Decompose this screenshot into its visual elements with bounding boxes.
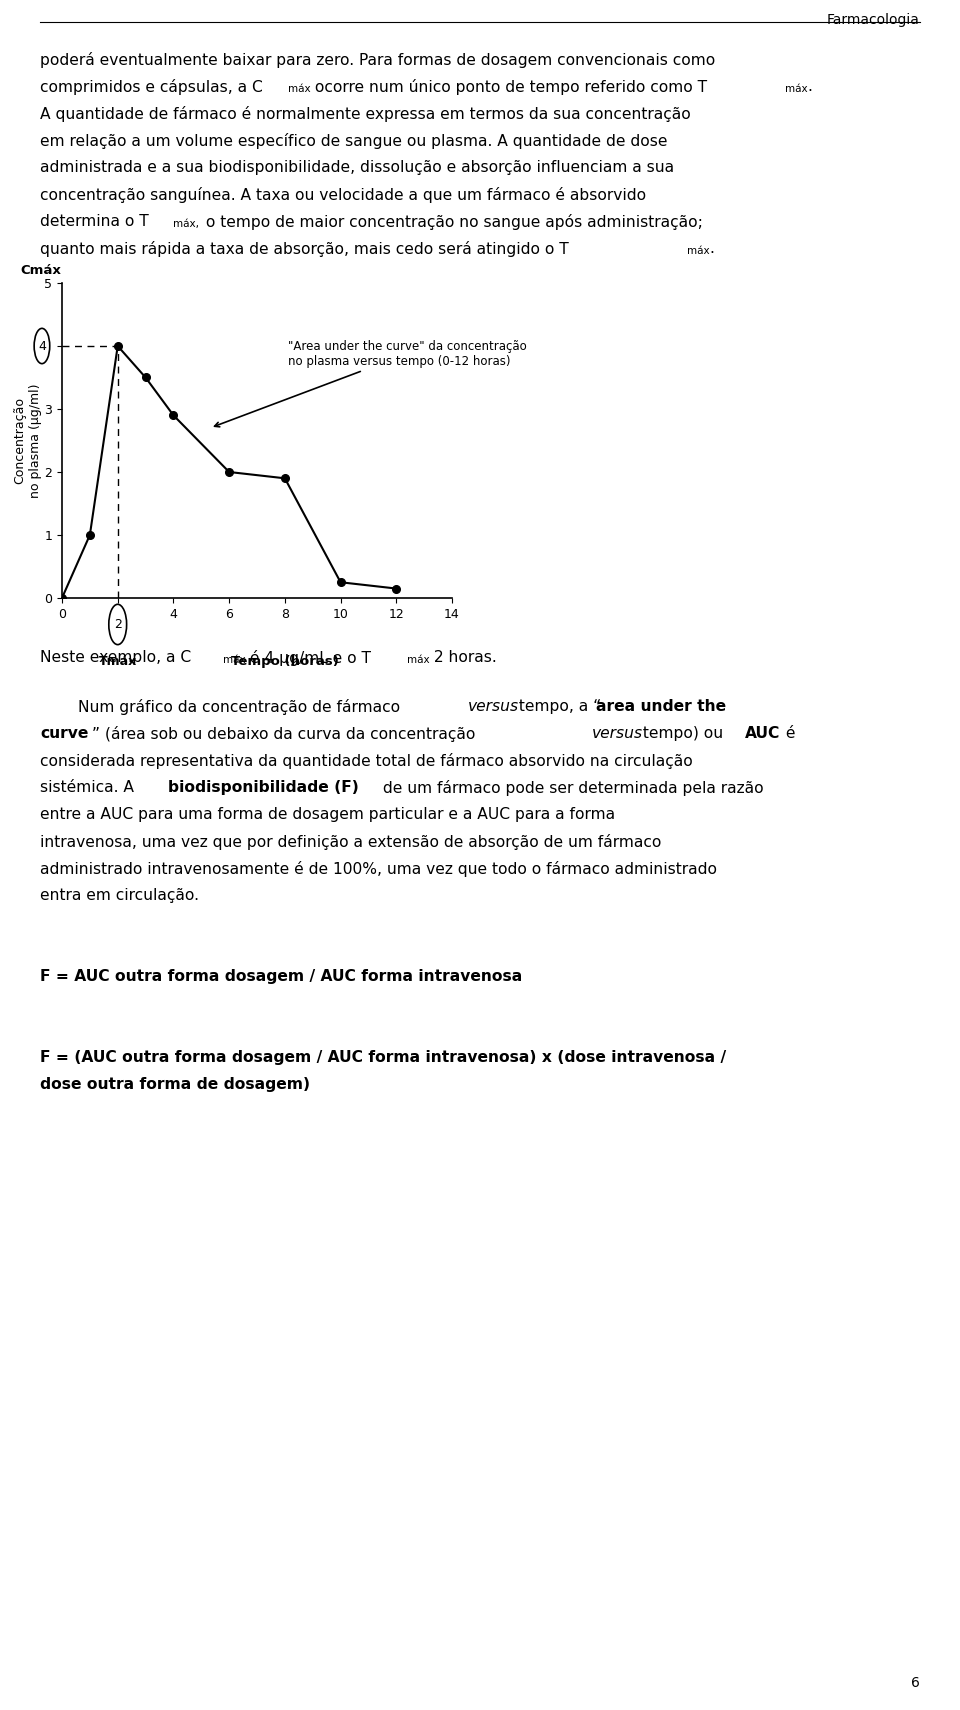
Text: máx: máx [223,655,246,665]
Text: "Area under the curve" da concentração
no plasma versus tempo (0-12 horas): "Area under the curve" da concentração n… [214,340,527,428]
Text: em relação a um volume específico de sangue ou plasma. A quantidade de dose: em relação a um volume específico de san… [40,133,667,149]
Text: F = AUC outra forma dosagem / AUC forma intravenosa: F = AUC outra forma dosagem / AUC forma … [40,970,522,983]
Text: Tempo (horas): Tempo (horas) [231,655,339,667]
Text: ” (área sob ou debaixo da curva da concentração: ” (área sob ou debaixo da curva da conce… [92,727,480,742]
Y-axis label: Concentração
no plasma (μg/ml): Concentração no plasma (μg/ml) [13,383,41,498]
Text: administrada e a sua biodisponibilidade, dissolução e absorção influenciam a sua: administrada e a sua biodisponibilidade,… [40,161,674,174]
Text: area under the: area under the [596,699,726,715]
Text: intravenosa, uma vez que por definição a extensão de absorção de um fármaco: intravenosa, uma vez que por definição a… [40,834,661,850]
Text: de um fármaco pode ser determinada pela razão: de um fármaco pode ser determinada pela … [378,780,763,795]
Text: máx: máx [407,655,430,665]
Text: tempo) ou: tempo) ou [638,727,728,740]
Text: o tempo de maior concentração no sangue após administração;: o tempo de maior concentração no sangue … [201,214,703,231]
Text: máx: máx [785,84,807,94]
Text: Tmáx: Tmáx [99,655,137,667]
Text: administrado intravenosamente é de 100%, uma vez que todo o fármaco administrado: administrado intravenosamente é de 100%,… [40,862,717,877]
Text: Cmáx: Cmáx [20,263,61,277]
Text: AUC: AUC [745,727,780,740]
Text: quanto mais rápida a taxa de absorção, mais cedo será atingido o T: quanto mais rápida a taxa de absorção, m… [40,241,568,256]
Text: F = (AUC outra forma dosagem / AUC forma intravenosa) x (dose intravenosa /: F = (AUC outra forma dosagem / AUC forma… [40,1050,726,1065]
Text: dose outra forma de dosagem): dose outra forma de dosagem) [40,1077,310,1093]
Text: tempo, a “: tempo, a “ [514,699,601,715]
Text: versus: versus [592,727,643,740]
Text: é: é [781,727,796,740]
Text: considerada representativa da quantidade total de fármaco absorvido na circulaçã: considerada representativa da quantidade… [40,752,693,770]
Text: é 4 μg/mL e o T: é 4 μg/mL e o T [245,650,371,665]
Text: poderá eventualmente baixar para zero. Para formas de dosagem convencionais como: poderá eventualmente baixar para zero. P… [40,51,715,68]
Text: entra em circulação.: entra em circulação. [40,887,199,903]
Text: 2 horas.: 2 horas. [429,650,496,665]
Text: máx: máx [687,246,709,256]
Text: entre a AUC para uma forma de dosagem particular e a AUC para a forma: entre a AUC para uma forma de dosagem pa… [40,807,615,823]
Text: 6: 6 [911,1676,920,1689]
Text: .: . [807,79,812,94]
Text: máx,: máx, [173,219,199,229]
Text: Neste exemplo, a C: Neste exemplo, a C [40,650,191,665]
Text: sistémica. A: sistémica. A [40,780,139,795]
Text: comprimidos e cápsulas, a C: comprimidos e cápsulas, a C [40,79,263,96]
Text: 2: 2 [114,617,122,631]
Text: determina o T: determina o T [40,214,149,229]
Text: A quantidade de fármaco é normalmente expressa em termos da sua concentração: A quantidade de fármaco é normalmente ex… [40,106,691,121]
Text: concentração sanguínea. A taxa ou velocidade a que um fármaco é absorvido: concentração sanguínea. A taxa ou veloci… [40,186,646,203]
Text: biodisponibilidade (F): biodisponibilidade (F) [168,780,359,795]
Text: versus: versus [468,699,519,715]
Text: máx: máx [288,84,311,94]
Text: curve: curve [40,727,88,740]
Text: .: . [709,241,714,256]
Text: 4: 4 [38,340,46,352]
Text: Num gráfico da concentração de fármaco: Num gráfico da concentração de fármaco [78,699,400,715]
Text: ocorre num único ponto de tempo referido como T: ocorre num único ponto de tempo referido… [310,79,708,96]
Text: Farmacologia: Farmacologia [828,14,920,27]
